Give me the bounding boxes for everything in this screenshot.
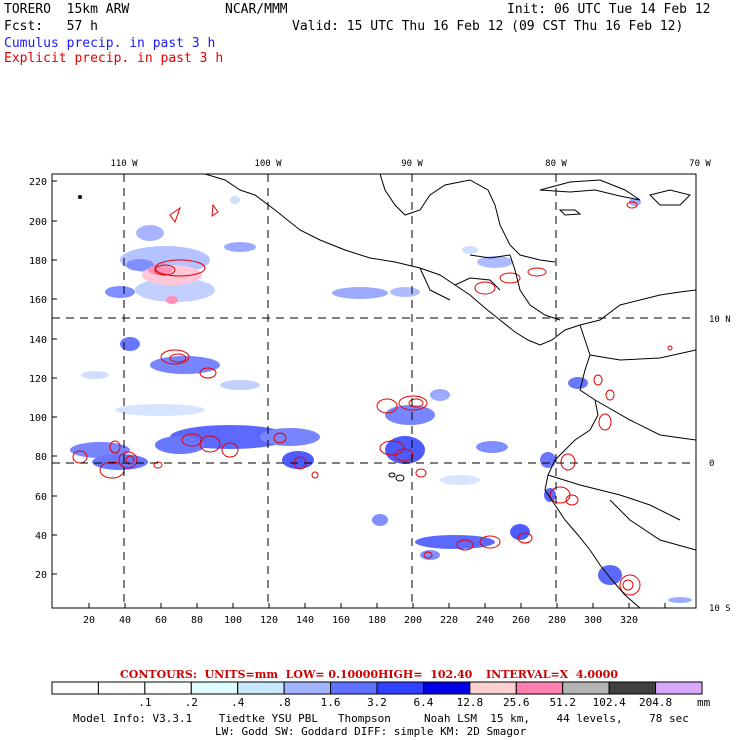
colorbar-swatch bbox=[144, 681, 192, 695]
x-tick-label: 240 bbox=[476, 615, 494, 626]
y-tick-label: 60 bbox=[35, 492, 47, 503]
y-tick-label: 100 bbox=[29, 413, 47, 424]
lon-label-70w: 70 W bbox=[689, 159, 711, 169]
colorbar-swatch bbox=[515, 681, 564, 695]
colorbar-label: 102.4 bbox=[592, 696, 626, 709]
colorbar-swatch bbox=[469, 681, 517, 695]
colorbar-swatch bbox=[422, 681, 471, 695]
colorbar-swatch bbox=[608, 681, 657, 695]
lon-label-90w: 90 W bbox=[401, 159, 423, 169]
forecast-hour: Fcst: 57 h bbox=[4, 19, 98, 34]
y-tick-label: 120 bbox=[29, 374, 47, 385]
colorbar-swatch bbox=[237, 681, 285, 695]
colorbar-label: .1 bbox=[138, 696, 152, 709]
x-tick-label: 60 bbox=[155, 615, 167, 626]
y-tick-label: 20 bbox=[35, 570, 47, 581]
colorbar-swatch bbox=[283, 681, 332, 695]
colorbar-label: 204.8 bbox=[639, 696, 673, 709]
x-tick-label: 160 bbox=[332, 615, 350, 626]
explicit-precip-fill bbox=[142, 265, 202, 304]
model-info-physics: LW: Godd SW: Goddard DIFF: simple KM: 2D… bbox=[215, 725, 527, 738]
x-tick-label: 320 bbox=[620, 615, 638, 626]
x-tick-label: 40 bbox=[119, 615, 131, 626]
valid-time: Valid: 15 UTC Thu 16 Feb 12 (09 CST Thu … bbox=[292, 19, 684, 34]
colorbar-label: 6.4 bbox=[413, 696, 434, 709]
x-tick-label: 220 bbox=[440, 615, 458, 626]
cumulus-precip-areas bbox=[70, 196, 692, 603]
explicit-precip-contours bbox=[72, 201, 673, 596]
cumulus-legend: Cumulus precip. in past 3 h bbox=[4, 36, 216, 51]
colorbar-label: .2 bbox=[184, 696, 198, 709]
colorbar-swatch bbox=[376, 681, 424, 695]
y-tick-label: 160 bbox=[29, 295, 47, 306]
x-tick-label: 200 bbox=[404, 615, 422, 626]
contour-interval: INTERVAL=X 4.0000 bbox=[486, 668, 618, 681]
x-tick-label: 100 bbox=[224, 615, 242, 626]
colorbar-label: 12.8 bbox=[456, 696, 484, 709]
y-tick-label: 200 bbox=[29, 217, 47, 228]
init-time: Init: 06 UTC Tue 14 Feb 12 bbox=[507, 2, 711, 17]
colorbar-swatch bbox=[97, 681, 146, 695]
x-tick-label: 260 bbox=[512, 615, 530, 626]
coastlines bbox=[78, 174, 696, 608]
colorbar-swatch bbox=[51, 681, 99, 695]
x-tick-label: 140 bbox=[296, 615, 314, 626]
colorbar-unit: mm bbox=[697, 696, 711, 709]
axis-ticks bbox=[52, 180, 666, 608]
explicit-legend: Explicit precip. in past 3 h bbox=[4, 51, 224, 66]
colorbar bbox=[51, 681, 703, 695]
y-tick-label: 80 bbox=[35, 452, 47, 463]
y-tick-label: 140 bbox=[29, 335, 47, 346]
model-info: Model Info: V3.3.1 Tiedtke YSU PBL Thomp… bbox=[73, 712, 689, 725]
y-tick-label: 180 bbox=[29, 256, 47, 267]
colorbar-label: 3.2 bbox=[367, 696, 387, 709]
x-tick-label: 120 bbox=[260, 615, 278, 626]
contour-info: CONTOURS: UNITS=mm LOW= 0.10000 bbox=[120, 668, 379, 681]
lat-label-10s: 10 S bbox=[709, 604, 731, 614]
lon-label-110w: 110 W bbox=[110, 159, 138, 169]
lon-label-80w: 80 W bbox=[545, 159, 567, 169]
colorbar-label: .8 bbox=[277, 696, 291, 709]
y-tick-label: 40 bbox=[35, 531, 47, 542]
x-tick-label: 180 bbox=[368, 615, 386, 626]
colorbar-swatch bbox=[330, 681, 378, 695]
colorbar-swatch bbox=[655, 681, 703, 695]
x-tick-label: 80 bbox=[191, 615, 203, 626]
colorbar-swatch bbox=[562, 681, 610, 695]
model-title: TORERO 15km ARW bbox=[4, 2, 130, 17]
colorbar-swatch bbox=[190, 681, 239, 695]
contour-high: HIGH= 102.40 bbox=[378, 668, 473, 681]
colorbar-label: 51.2 bbox=[549, 696, 576, 709]
x-tick-label: 20 bbox=[83, 615, 95, 626]
y-tick-label: 220 bbox=[29, 177, 47, 188]
org-label: NCAR/MMM bbox=[225, 2, 288, 17]
colorbar-label: .4 bbox=[231, 696, 245, 709]
colorbar-label: 1.6 bbox=[320, 696, 341, 709]
lat-label-10n: 10 N bbox=[709, 315, 731, 325]
lat-label-0: 0 bbox=[709, 459, 714, 469]
x-tick-label: 300 bbox=[584, 615, 602, 626]
colorbar-label: 25.6 bbox=[503, 696, 530, 709]
lon-label-100w: 100 W bbox=[254, 159, 282, 169]
lat-lon-grid bbox=[52, 174, 696, 608]
x-tick-label: 280 bbox=[548, 615, 566, 626]
